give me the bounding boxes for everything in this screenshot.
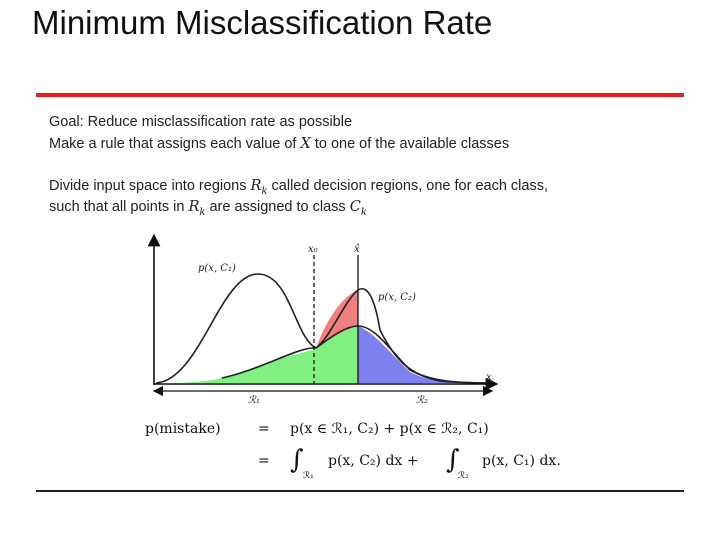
integral-sign-1: ∫	[290, 445, 304, 475]
eq-sign-2: =	[258, 453, 270, 469]
label-r1: ℛ₁	[248, 395, 260, 406]
region-rk-var: R	[250, 178, 262, 194]
class-ck-sub: k	[360, 206, 367, 218]
assignment-line-mid: are assigned to class	[205, 199, 350, 215]
assignment-line-pre: such that all points in	[49, 199, 189, 215]
class-ck: Ck	[349, 199, 367, 218]
regions-line-pre: Divide input space into regions	[49, 178, 251, 194]
variable-x: X	[300, 136, 311, 152]
integrand-1: p(x, C₂) dx +	[328, 453, 419, 469]
rule-line: Make a rule that assigns each value of X…	[49, 136, 509, 152]
label-r2: ℛ₂	[416, 395, 428, 406]
goal-line: Goal: Reduce misclassification rate as p…	[49, 114, 353, 130]
rule-line-post: to one of the available classes	[310, 136, 510, 152]
rule-line-pre: Make a rule that assigns each value of	[49, 136, 301, 152]
label-pc2: p(x, C₂)	[378, 292, 416, 303]
label-xhat: x̂	[354, 244, 360, 255]
assignment-line: such that all points in Rk are assigned …	[49, 199, 367, 218]
integrand-2: p(x, C₁) dx.	[482, 453, 561, 469]
bottom-divider	[36, 490, 684, 492]
integral-sub-1: ℛ₁	[303, 471, 314, 481]
label-pc1: p(x, C₁)	[198, 263, 236, 274]
eq-sign-1: =	[258, 421, 270, 437]
regions-line: Divide input space into regions Rk calle…	[49, 178, 548, 197]
label-x: x	[486, 372, 492, 383]
green-region	[156, 326, 358, 383]
blue-region	[358, 326, 470, 383]
eq-lhs: p(mistake)	[145, 421, 221, 437]
label-x0: x₀	[308, 244, 318, 255]
integral-sub-2: ℛ₂	[458, 471, 469, 481]
slide-title: Minimum Misclassification Rate	[32, 4, 493, 41]
integral-sign-2: ∫	[446, 445, 460, 475]
regions-line-post: called decision regions, one for each cl…	[267, 178, 548, 194]
region-rk-sub: k	[261, 185, 268, 197]
region-rk-2: Rk	[188, 199, 206, 218]
region-rk-2-sub: k	[199, 206, 206, 218]
region-rk: Rk	[250, 178, 268, 197]
region-rk-2-var: R	[188, 199, 200, 215]
class-ck-var: C	[349, 199, 361, 215]
eq-rhs-1: p(x ∈ ℛ₁, C₂) + p(x ∈ ℛ₂, C₁)	[290, 421, 489, 437]
title-divider	[36, 93, 684, 97]
